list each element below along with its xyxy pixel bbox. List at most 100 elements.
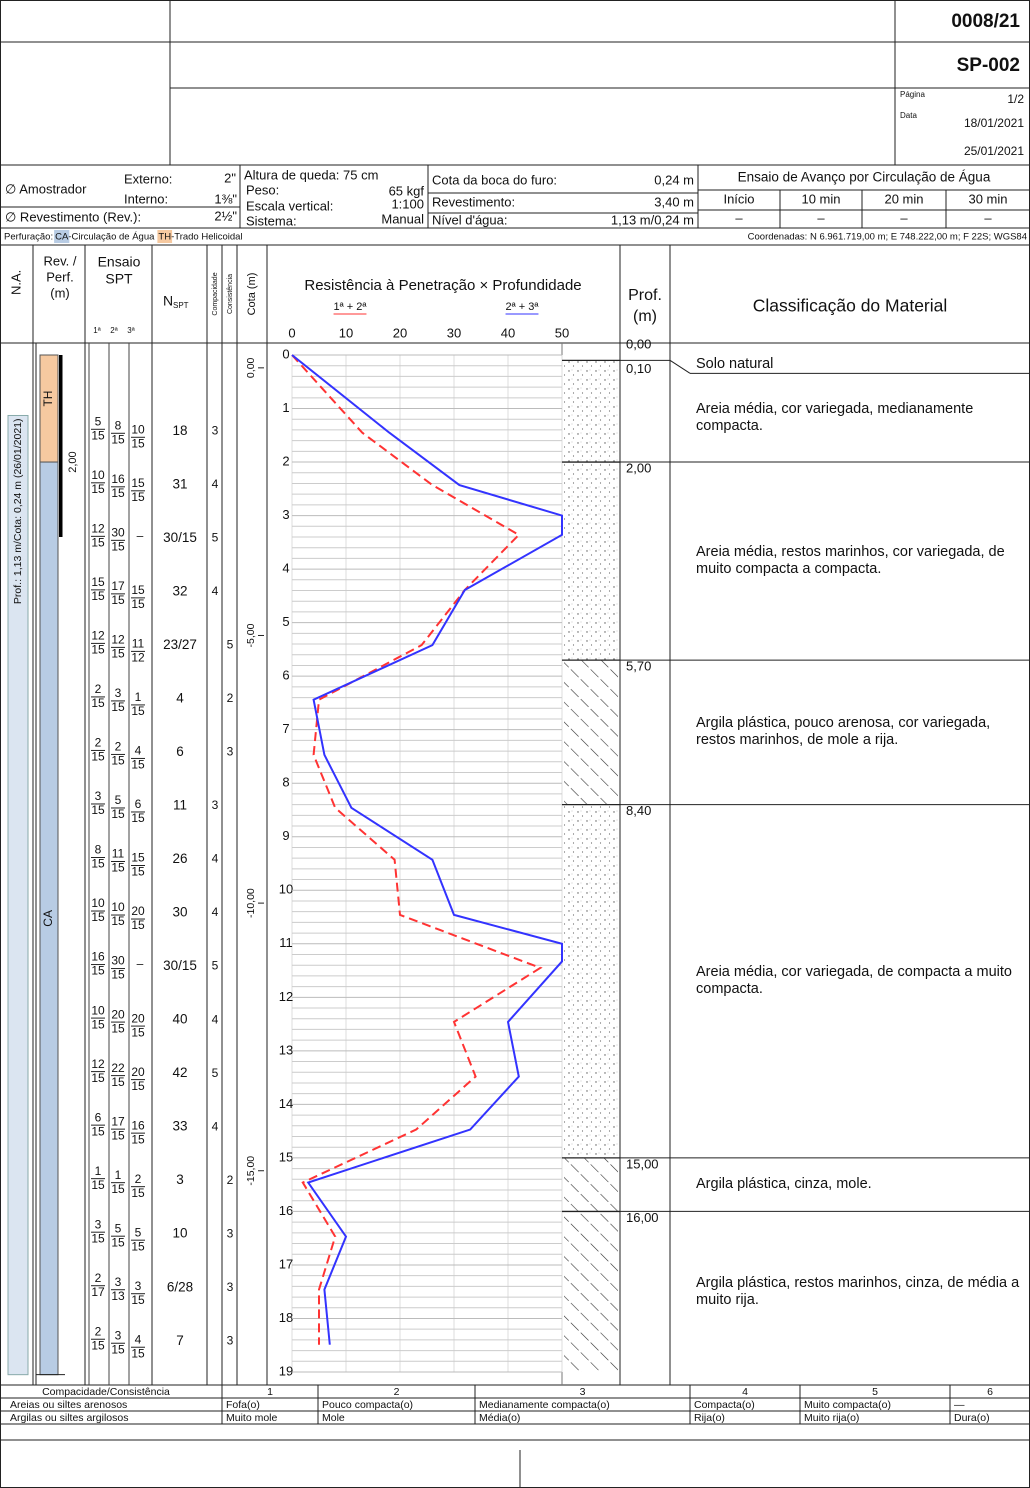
label: Coordenadas: N 6.961.719,00 m; E 748.222… <box>748 232 1027 243</box>
blow-count: 30 <box>111 954 125 968</box>
blow-count: 2 <box>95 1324 102 1338</box>
lithology <box>564 1211 618 1372</box>
penetration: 12 <box>131 651 145 665</box>
label: N <box>163 293 173 309</box>
penetration: 13 <box>111 1289 125 1303</box>
blow-count: 10 <box>91 468 105 482</box>
y-tick-label: 16 <box>279 1203 293 1218</box>
label: 2 <box>227 1173 234 1187</box>
n-spt: 26 <box>172 851 187 866</box>
blow-count: 5 <box>135 1225 142 1239</box>
blow-count: 20 <box>131 904 145 918</box>
blow-count: 15 <box>131 476 145 490</box>
penetration: 15 <box>131 704 145 718</box>
blow-count: 6 <box>135 797 142 811</box>
layer-connector <box>669 359 691 374</box>
label: Escala vertical: <box>246 198 333 213</box>
x-tick-label: 10 <box>339 325 353 340</box>
n-spt: 32 <box>172 583 187 598</box>
penetration: 15 <box>111 1342 125 1356</box>
y-tick-label: 9 <box>282 828 289 843</box>
penetration: 15 <box>91 643 105 657</box>
penetration: 15 <box>91 1231 105 1245</box>
method-code: TH <box>158 232 171 243</box>
y-tick-label: 6 <box>282 668 289 683</box>
label: Interno: <box>124 191 168 206</box>
blow-count: 4 <box>135 1332 142 1346</box>
label: (m) <box>50 285 70 300</box>
label: Data <box>900 111 917 120</box>
label: 2" <box>224 170 236 185</box>
blow-count: 10 <box>91 1003 105 1017</box>
n-spt: 40 <box>172 1012 187 1027</box>
label: Início <box>723 191 754 206</box>
label: 4 <box>212 1012 219 1026</box>
label: – <box>735 210 743 225</box>
depth-label: 16,00 <box>626 1210 659 1225</box>
blow-count: 10 <box>131 422 145 436</box>
blow-count: 1 <box>95 1164 102 1178</box>
label: Manual <box>381 211 424 226</box>
label: 4 <box>212 584 219 598</box>
label: 4 <box>212 852 219 866</box>
penetration: 15 <box>131 1293 145 1307</box>
n-spt: 30 <box>172 905 187 920</box>
label: 18/01/2021 <box>964 116 1024 130</box>
label: 2 <box>394 1386 400 1398</box>
penetration: 15 <box>111 432 125 446</box>
label: 2½" <box>214 208 237 223</box>
n-spt: 3 <box>176 1172 184 1187</box>
method-highlight <box>157 230 173 243</box>
label: 3 <box>212 423 219 437</box>
penetration: 17 <box>91 1285 105 1299</box>
label: 5 <box>212 1066 219 1080</box>
n-spt: 4 <box>176 690 184 705</box>
label: — <box>954 1399 965 1411</box>
label: 3ª <box>127 326 134 335</box>
penetration: 15 <box>131 1132 145 1146</box>
penetration: 15 <box>131 1239 145 1253</box>
label: 1,13 m/0,24 m <box>611 212 694 227</box>
label: Muito rija(o) <box>804 1412 859 1424</box>
label: Nível d'água: <box>432 212 507 227</box>
label: Compacidade <box>212 272 219 315</box>
layer-description: Argila plástica, cinza, mole. <box>696 1176 872 1193</box>
blow-count: 5 <box>115 793 122 807</box>
penetration: 15 <box>91 857 105 871</box>
label: Muito compacta(o) <box>804 1399 891 1411</box>
label: CA <box>41 910 55 927</box>
label: – <box>817 210 825 225</box>
label: 20 min <box>884 191 923 206</box>
blow-count: 5 <box>115 1221 122 1235</box>
label: 5 <box>872 1386 878 1398</box>
penetration: 15 <box>91 1124 105 1138</box>
report-number: 0008/21 <box>951 11 1020 32</box>
y-tick-label: 3 <box>282 507 289 522</box>
blow-count: 3 <box>95 1217 102 1231</box>
hole-id: SP-002 <box>957 55 1020 76</box>
penetration: 15 <box>91 589 105 603</box>
penetration: 15 <box>131 1346 145 1360</box>
method-highlight <box>54 230 70 243</box>
penetration: 15 <box>111 647 125 661</box>
lithology <box>564 462 618 661</box>
penetration: 15 <box>111 1128 125 1142</box>
label: Medianamente compacta(o) <box>479 1399 610 1411</box>
blow-count: 12 <box>91 522 105 536</box>
penetration: 15 <box>131 918 145 932</box>
n-spt: 31 <box>172 476 187 491</box>
blow-count: 3 <box>115 1328 122 1342</box>
label: Compacta(o) <box>694 1399 755 1411</box>
penetration: 15 <box>111 700 125 714</box>
penetration: 15 <box>111 754 125 768</box>
blow-count: 12 <box>111 633 125 647</box>
label: Ensaio de Avanço por Circulação de Água <box>738 170 991 185</box>
n-spt: 6 <box>176 744 184 759</box>
penetration: 15 <box>131 1186 145 1200</box>
penetration: 15 <box>131 758 145 772</box>
label: Ensaio <box>98 254 141 270</box>
label: 5 <box>227 638 234 652</box>
label: 5 <box>212 531 219 545</box>
label: Perfuração: <box>4 232 53 243</box>
